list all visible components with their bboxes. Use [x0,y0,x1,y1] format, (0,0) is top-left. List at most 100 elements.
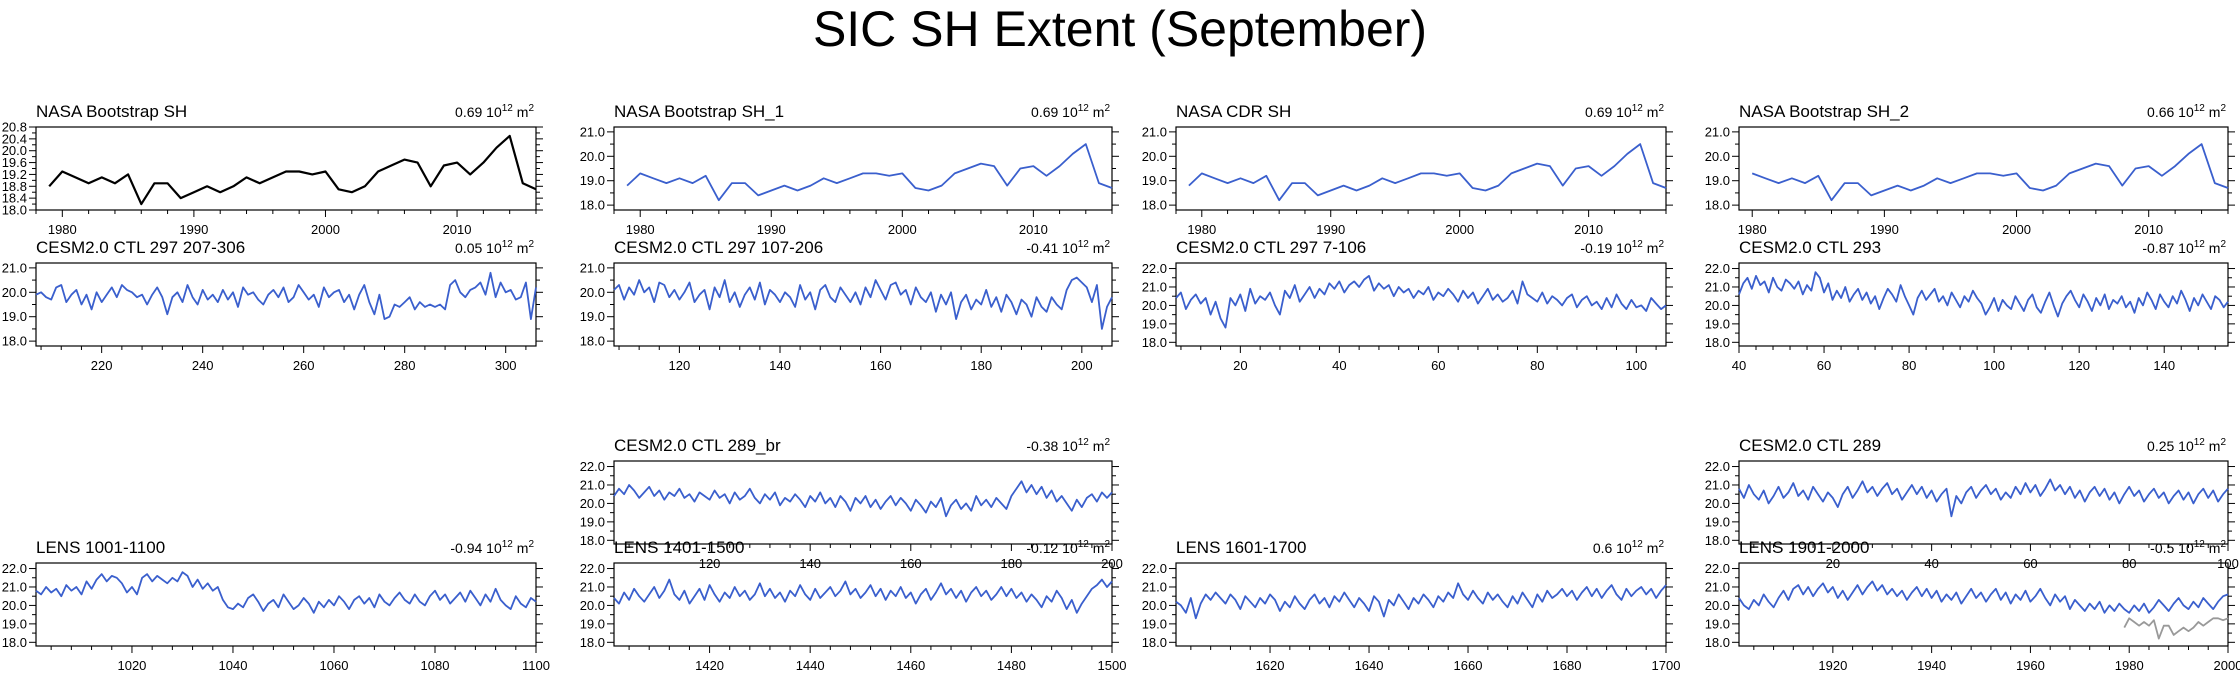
y-tick-label: 19.0 [580,173,605,188]
panel-6: CESM2.0 CTL 297 107-206 -0.41 1012 m2 18.0… [580,238,1119,373]
x-tick-label: 60 [1817,358,1831,373]
x-tick-label: 1660 [1454,658,1483,673]
x-tick-label: 1640 [1355,658,1384,673]
y-tick-label: 19.0 [1705,616,1730,631]
y-tick-label: 20.8 [2,120,27,135]
panel-title: CESM2.0 CTL 297 207-306 [36,238,245,257]
x-tick-label: 1100 [522,658,550,673]
panel-title: CESM2.0 CTL 289 [1739,436,1881,455]
x-tick-label: 2000 [311,222,340,237]
x-tick-label: 100 [1625,358,1647,373]
panel-4: NASA Bootstrap SH_2 0.66 1012 m2 18.0 19.0 2… [1705,102,2235,237]
panel-12: LENS 1401-1500 -0.12 1012 m2 18.0 19.0 20.0 2… [580,538,1127,673]
x-tick-label: 1990 [179,222,208,237]
x-tick-label: 1990 [1316,222,1345,237]
y-tick-label: 19.0 [1705,514,1730,529]
x-tick-label: 2010 [1019,222,1048,237]
x-tick-label: 1990 [1870,222,1899,237]
series-line-1 [1751,143,2229,202]
x-tick-label: 1460 [896,658,925,673]
trend-label: 0.69 1012 m2 [455,103,534,120]
x-tick-label: 280 [394,358,416,373]
x-tick-label: 20 [1233,358,1247,373]
panel-11: LENS 1001-1100 -0.94 1012 m2 18.0 19.0 20.0 2… [2,538,550,673]
x-tick-label: 1980 [2115,658,2144,673]
panel-title: CESM2.0 CTL 297 107-206 [614,238,823,257]
trend-label: -0.38 1012 m2 [1026,437,1110,454]
x-tick-label: 1060 [320,658,349,673]
series-line-1 [48,134,537,206]
y-tick-label: 18.0 [1705,533,1730,548]
y-tick-label: 20.0 [2,143,27,158]
y-tick-label: 19.0 [1142,316,1167,331]
panel-8: CESM2.0 CTL 293 -0.87 1012 m2 18.0 19.0 20.0… [1705,238,2235,373]
panel-title: NASA Bootstrap SH_2 [1739,102,1909,121]
series-line-1 [1175,582,1667,620]
x-tick-label: 2010 [443,222,472,237]
x-tick-label: 1500 [1098,658,1127,673]
series-line-1 [35,571,537,614]
plot-frame [1738,562,2229,647]
x-tick-label: 1440 [796,658,825,673]
panel-3: NASA CDR SH 0.69 1012 m2 18.0 19.0 20.0 21.0 1… [1142,102,1673,237]
x-tick-label: 120 [669,358,691,373]
x-tick-label: 60 [1431,358,1445,373]
x-tick-label: 180 [970,358,992,373]
trend-label: 0.69 1012 m2 [1585,103,1664,120]
plot-frame [35,562,537,647]
x-tick-label: 80 [1530,358,1544,373]
panel-title: CESM2.0 CTL 293 [1739,238,1881,257]
x-tick-label: 2000 [2002,222,2031,237]
panel-title: NASA CDR SH [1176,102,1291,121]
panel-title: LENS 1601-1700 [1176,538,1306,557]
x-tick-label: 40 [1732,358,1746,373]
x-tick-label: 260 [293,358,315,373]
y-tick-label: 19.0 [1705,316,1730,331]
x-tick-label: 2010 [2134,222,2163,237]
y-tick-label: 20.0 [1705,149,1730,164]
trend-label: -0.41 1012 m2 [1026,239,1110,256]
y-tick-label: 20.0 [1142,298,1167,313]
x-tick-label: 1940 [1917,658,1946,673]
x-tick-label: 1920 [1818,658,1847,673]
x-tick-label: 1990 [757,222,786,237]
x-tick-label: 1980 [1187,222,1216,237]
x-tick-label: 1980 [48,222,77,237]
y-tick-label: 22.0 [1705,459,1730,474]
plot-frame [613,562,1113,647]
x-tick-label: 120 [2068,358,2090,373]
y-tick-label: 20.0 [1705,298,1730,313]
series-line-1 [613,276,1113,330]
trend-label: -0.12 1012 m2 [1026,539,1110,556]
y-tick-label: 19.0 [1705,173,1730,188]
y-tick-label: 18.0 [580,198,605,213]
x-tick-label: 200 [1071,358,1093,373]
y-tick-label: 22.0 [1142,561,1167,576]
panel-title: LENS 1001-1100 [36,538,165,557]
y-tick-label: 20.0 [2,285,27,300]
x-tick-label: 220 [91,358,113,373]
x-tick-label: 240 [192,358,214,373]
x-tick-label: 1080 [421,658,450,673]
series-line-1 [1188,143,1667,202]
x-tick-label: 1020 [117,658,146,673]
y-tick-label: 20.0 [2,598,27,613]
y-tick-label: 21.0 [1705,477,1730,492]
y-tick-label: 21.0 [580,477,605,492]
x-tick-label: 1620 [1256,658,1285,673]
series-line-1 [1175,274,1667,329]
trend-label: 0.66 1012 m2 [2147,103,2226,120]
y-tick-label: 18.0 [1705,335,1730,350]
plot-frame [613,262,1113,347]
trend-label: -0.5 1012 m2 [2150,539,2226,556]
trend-label: 0.69 1012 m2 [1031,103,1110,120]
panel-title: CESM2.0 CTL 289_br [614,436,781,455]
x-tick-label: 2000 [888,222,917,237]
plot-frame [1175,562,1667,647]
y-tick-label: 20.0 [580,285,605,300]
y-tick-label: 20.0 [1142,149,1167,164]
y-tick-label: 22.0 [1705,561,1730,576]
plot-frame [35,262,537,347]
y-tick-label: 19.2 [2,167,27,182]
